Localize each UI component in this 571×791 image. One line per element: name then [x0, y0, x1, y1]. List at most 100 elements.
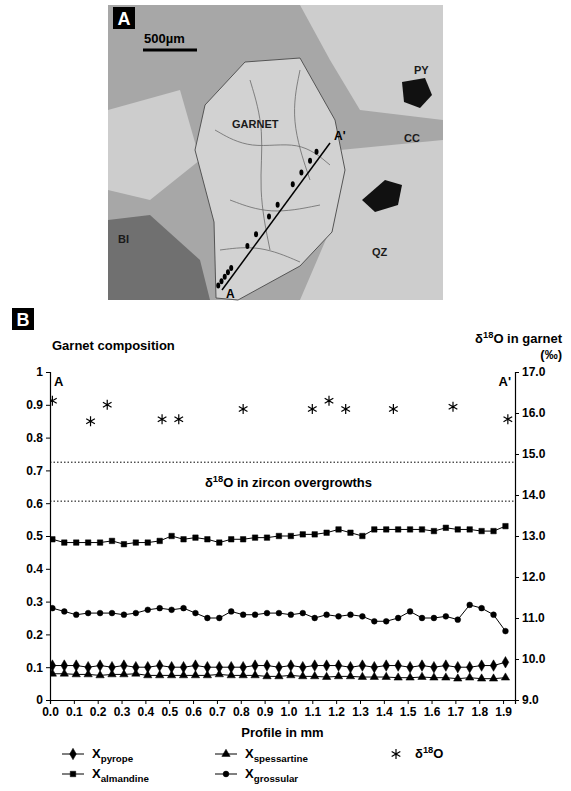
- data-point: [406, 673, 414, 680]
- tick-label: 0.7: [209, 705, 226, 719]
- tick-label: 0.3: [26, 595, 43, 609]
- data-point: [449, 402, 458, 412]
- data-point: [341, 404, 350, 414]
- tick: 0.6: [185, 700, 202, 719]
- legend-label: Xgrossular: [245, 766, 298, 784]
- data-point: [252, 535, 257, 540]
- analysis-spot: [267, 214, 271, 220]
- data-point: [431, 528, 436, 533]
- data-point: [491, 612, 497, 618]
- data-point: [360, 613, 366, 619]
- text-part: O: [433, 746, 443, 761]
- data-point: [174, 414, 183, 424]
- data-point: [395, 615, 401, 621]
- data-point: [287, 671, 295, 678]
- panel-letter-box: [12, 308, 34, 330]
- tick-mark: [46, 503, 50, 504]
- text-part: O in zircon overgrowths: [223, 475, 372, 490]
- crack: [295, 70, 310, 180]
- tick: 0.4: [138, 700, 155, 719]
- title-line: (‰): [540, 347, 562, 362]
- garnet-grain: [195, 58, 345, 300]
- tick-mark: [193, 700, 194, 704]
- tick-label: 0.4: [26, 562, 43, 576]
- data-point: [84, 670, 92, 677]
- data-point: [430, 673, 438, 680]
- axis-line: [46, 373, 51, 701]
- superscript: 18: [213, 474, 223, 484]
- data-point: [371, 618, 377, 624]
- tick-mark: [98, 700, 99, 704]
- tick-mark: [46, 470, 50, 471]
- crack: [250, 80, 270, 250]
- text-part: X: [92, 746, 101, 761]
- tick-mark: [74, 700, 75, 704]
- data-point: [275, 672, 283, 679]
- data-point: [97, 540, 102, 545]
- tick: 0.1: [26, 661, 50, 675]
- tick: 1.1: [304, 700, 321, 719]
- tick: 0.7: [209, 700, 226, 719]
- data-point: [431, 661, 438, 672]
- legend-marker: [70, 748, 77, 759]
- data-point: [276, 610, 282, 616]
- text-part: O in garnet: [493, 331, 562, 346]
- text-part: δ: [475, 331, 483, 346]
- data-point: [371, 661, 378, 672]
- tick: 16.0: [515, 406, 546, 420]
- data-point: [300, 610, 306, 616]
- data-point: [419, 660, 426, 671]
- tick-label: 0.5: [161, 705, 178, 719]
- data-point: [503, 523, 508, 528]
- y2-axis-title: δ18O in garnet(‰): [475, 330, 563, 362]
- tick-mark: [241, 700, 242, 704]
- data-point: [288, 533, 293, 538]
- tick-label: 0.8: [233, 705, 250, 719]
- data-point: [455, 527, 460, 532]
- analysis-spot: [226, 269, 230, 275]
- tick: 1.7: [448, 700, 465, 719]
- data-point: [443, 525, 448, 530]
- tick: 10.0: [515, 652, 546, 666]
- tick-mark: [46, 536, 50, 537]
- data-point: [145, 540, 150, 545]
- data-point: [156, 660, 163, 671]
- data-point: [479, 528, 484, 533]
- data-point: [193, 535, 198, 540]
- tick-label: 1.2: [328, 705, 345, 719]
- analysis-spot: [315, 149, 319, 155]
- data-point: [407, 527, 412, 532]
- panel-b: B0.00.10.20.30.40.50.60.70.80.91.01.11.2…: [12, 308, 563, 784]
- legend-marker: [392, 749, 401, 759]
- legend-item: Xspessartine: [215, 746, 308, 764]
- data-point: [325, 396, 334, 406]
- tick-mark: [217, 700, 218, 704]
- data-point: [431, 615, 437, 621]
- mineral-patch: [108, 215, 210, 300]
- data-point: [109, 538, 114, 543]
- data-point: [157, 605, 163, 611]
- tick: 14.0: [515, 488, 546, 502]
- tick-mark: [432, 700, 433, 704]
- tick: 0.1: [66, 700, 83, 719]
- tick: 0.8: [233, 700, 250, 719]
- data-point: [454, 661, 461, 672]
- tick-label: 0.9: [257, 705, 274, 719]
- tick: 0.9: [26, 398, 50, 412]
- legend-label: Xalmandine: [92, 766, 149, 784]
- data-point: [467, 527, 472, 532]
- data-point: [264, 610, 270, 616]
- data-point: [181, 537, 186, 542]
- data-point: [299, 672, 307, 679]
- data-point: [264, 660, 271, 671]
- legend-item: δ18O: [392, 745, 444, 761]
- tick: 0.8: [26, 431, 50, 445]
- pyrite-grain: [362, 180, 402, 212]
- axis: 00.10.20.30.40.50.60.70.80.91: [26, 365, 50, 707]
- tick: 0.2: [26, 628, 50, 642]
- data-point: [491, 528, 496, 533]
- legend-marker: [222, 749, 230, 756]
- data-point: [308, 404, 317, 414]
- data-point: [382, 672, 390, 679]
- data-point: [334, 672, 342, 679]
